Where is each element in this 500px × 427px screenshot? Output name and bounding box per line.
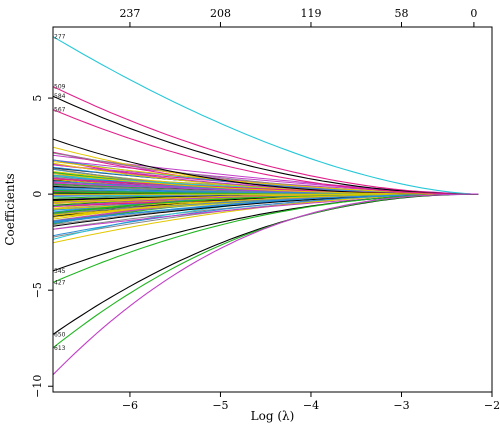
y-tick-label: −5 bbox=[31, 282, 44, 298]
coefficient-path-highlight bbox=[53, 109, 479, 195]
top-tick-label: 237 bbox=[119, 7, 140, 20]
coefficient-path-highlight bbox=[53, 193, 479, 376]
x-tick-label: −6 bbox=[122, 399, 138, 412]
top-tick-label: 58 bbox=[394, 7, 408, 20]
path-label: 277 bbox=[54, 34, 66, 41]
coefficient-path bbox=[53, 193, 479, 224]
y-axis-title: Coefficients bbox=[3, 173, 17, 245]
path-label: 613 bbox=[54, 345, 66, 352]
path-label: 650 bbox=[54, 331, 66, 338]
path-label: 584 bbox=[54, 93, 66, 100]
path-label: 567 bbox=[54, 107, 66, 114]
top-tick-label: 208 bbox=[210, 7, 231, 20]
path-label: 427 bbox=[54, 280, 66, 287]
x-tick-label: −5 bbox=[212, 399, 228, 412]
top-tick-label: 119 bbox=[300, 7, 321, 20]
x-tick-label: −2 bbox=[484, 399, 500, 412]
y-tick-label: 0 bbox=[31, 191, 44, 198]
y-tick-label: 5 bbox=[31, 95, 44, 102]
path-label: 509 bbox=[54, 84, 66, 91]
top-tick-label: 0 bbox=[470, 7, 477, 20]
coefficient-path bbox=[53, 173, 479, 195]
plot-frame bbox=[52, 26, 493, 393]
x-tick-label: −3 bbox=[393, 399, 409, 412]
x-tick-label: −4 bbox=[303, 399, 319, 412]
coefficient-path-highlight bbox=[53, 86, 479, 195]
coefficient-path-highlight bbox=[53, 95, 479, 195]
y-tick-label: −10 bbox=[31, 375, 44, 398]
path-label: 545 bbox=[54, 268, 66, 275]
coefficient-path-highlight bbox=[53, 36, 479, 195]
x-axis-title: Log (λ) bbox=[251, 409, 295, 423]
